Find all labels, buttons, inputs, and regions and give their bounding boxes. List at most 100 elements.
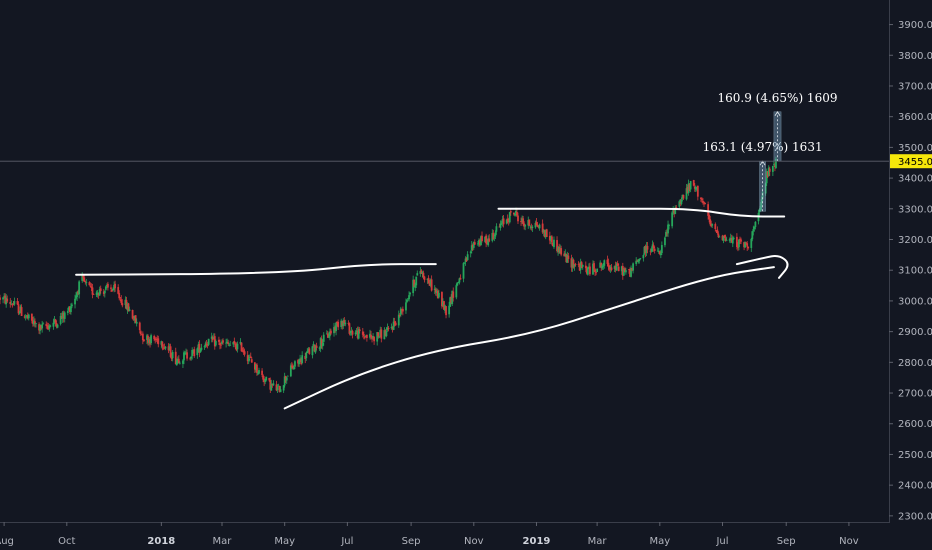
candle-body	[117, 287, 120, 294]
candle-body	[305, 352, 308, 359]
drawn-uptrend-curve	[283, 266, 775, 410]
candle-body	[737, 246, 739, 248]
candle-body	[162, 347, 165, 349]
candle-body	[362, 334, 365, 336]
candle-body	[693, 186, 696, 189]
candle-body	[312, 343, 315, 346]
candle-body	[464, 258, 467, 263]
candle-body	[771, 165, 774, 172]
candle-body	[283, 376, 286, 386]
candle-body	[398, 315, 401, 317]
candle-body	[391, 327, 394, 330]
candle-body	[227, 342, 230, 345]
candle-body	[722, 235, 725, 241]
candle-body	[560, 248, 563, 255]
candle-body	[190, 356, 193, 359]
time-axis[interactable]: Aug Oct 2018 Mar May Jul Sep Nov 2019 Mar May Jul Se…	[0, 522, 859, 547]
candle-body	[732, 237, 735, 239]
candle-body	[167, 346, 170, 351]
candle-body	[651, 244, 654, 249]
candle-body	[433, 288, 436, 290]
candle-body	[373, 336, 375, 342]
candle-body	[257, 373, 259, 375]
candle-body	[521, 218, 523, 221]
candle-body	[738, 239, 740, 248]
candle-body	[643, 246, 646, 254]
candle-body	[394, 322, 397, 326]
candle-body	[710, 223, 713, 227]
candle-body	[169, 346, 172, 357]
candle-body	[289, 365, 292, 377]
candle-body	[120, 299, 123, 304]
candle-body	[92, 294, 95, 295]
candle-body	[110, 287, 112, 289]
candle-body	[437, 292, 440, 298]
candle-body	[168, 346, 171, 350]
candle-body	[70, 306, 72, 313]
candle-body	[153, 336, 156, 340]
candle-body	[2, 297, 4, 300]
candle-body	[436, 290, 439, 299]
price-tick-label: 2400.0	[898, 481, 932, 492]
candle-body	[549, 236, 552, 241]
candle-body	[550, 236, 553, 243]
candle-body	[472, 242, 475, 248]
time-tick-label: May	[649, 536, 670, 547]
candle-body	[148, 339, 150, 343]
candle-body	[631, 268, 633, 271]
candle-body	[420, 270, 423, 274]
candle-body	[573, 264, 576, 267]
candle-body	[615, 263, 618, 271]
drawn-uptrend-arrow	[735, 255, 789, 279]
candle-body	[176, 358, 179, 361]
candle-body	[98, 289, 101, 296]
candle-body	[119, 297, 122, 299]
candle-body	[567, 255, 570, 259]
price-tick-label: 3100.0	[898, 266, 932, 277]
candle-body	[469, 251, 472, 254]
candle-body	[234, 343, 237, 348]
candle-body	[170, 357, 173, 359]
candle-body	[541, 223, 544, 233]
candle-body	[56, 324, 59, 328]
candle-body	[428, 283, 431, 286]
price-tick-label: 2900.0	[898, 327, 932, 338]
candle-body	[448, 305, 451, 315]
candle-body	[760, 199, 763, 207]
candle-body	[118, 293, 121, 299]
candle-body	[397, 314, 400, 326]
candle-body	[543, 230, 546, 237]
candle-body	[349, 330, 352, 334]
candle-body	[768, 168, 771, 172]
candle-body	[752, 229, 755, 232]
price-axis[interactable]: 2300.0 2400.0 2500.0 2600.0 2700.0 2800.0 2900…	[889, 20, 932, 522]
candle-body	[645, 246, 648, 253]
candle-body	[675, 207, 678, 208]
candle-body	[488, 238, 491, 242]
candle-body	[767, 167, 770, 177]
candle-body	[502, 218, 505, 225]
candle-body	[509, 211, 512, 213]
candle-body	[185, 352, 187, 354]
candle-body	[89, 285, 92, 287]
candle-body	[18, 312, 21, 314]
candle-body	[594, 269, 596, 272]
candle-body	[4, 295, 7, 304]
candle-body	[186, 352, 188, 359]
candle-body	[406, 299, 408, 302]
candle-body	[423, 276, 426, 281]
candle-body	[121, 303, 124, 306]
candle-body	[744, 242, 747, 248]
candle-body	[419, 271, 422, 274]
candle-body	[495, 226, 498, 232]
candle-body	[494, 232, 497, 237]
candle-body	[264, 379, 267, 382]
time-tick-label: Sep	[402, 536, 421, 547]
candle-body	[650, 248, 653, 252]
candle-body	[182, 360, 184, 364]
candle-body	[49, 325, 52, 327]
candle-body	[337, 321, 340, 328]
candle-body	[249, 356, 252, 359]
candle-body	[212, 337, 215, 339]
